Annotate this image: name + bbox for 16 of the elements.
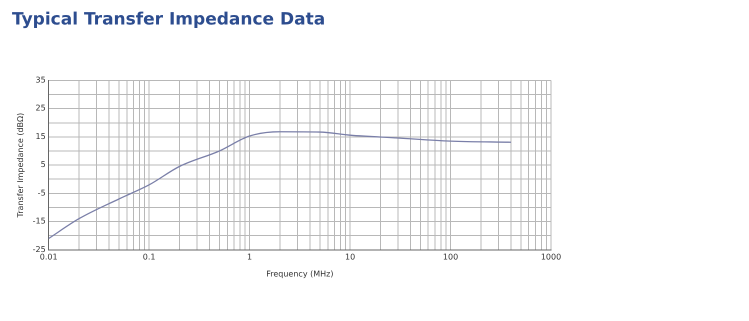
y-axis-title: Transfer Impedance (dBΩ) [16, 112, 25, 218]
x-tick-label: 0.1 [142, 252, 156, 262]
y-tick-label: -15 [32, 216, 46, 226]
y-tick-label: 35 [35, 75, 46, 84]
x-tick-label: 1000 [540, 252, 562, 262]
x-tick-label: 100 [442, 252, 458, 262]
y-tick-label: -25 [32, 244, 46, 254]
y-tick-label: -5 [38, 188, 46, 198]
x-axis-title: Frequency (MHz) [266, 269, 334, 278]
x-tick-label: 0.01 [40, 252, 58, 262]
y-tick-label: 25 [35, 104, 46, 113]
y-tick-label: 15 [35, 132, 46, 141]
y-tick-label: 5 [40, 160, 46, 170]
x-tick-label: 1 [247, 252, 252, 262]
chart-title: Typical Transfer Impedance Data [12, 10, 326, 30]
x-tick-label: 10 [344, 252, 356, 262]
